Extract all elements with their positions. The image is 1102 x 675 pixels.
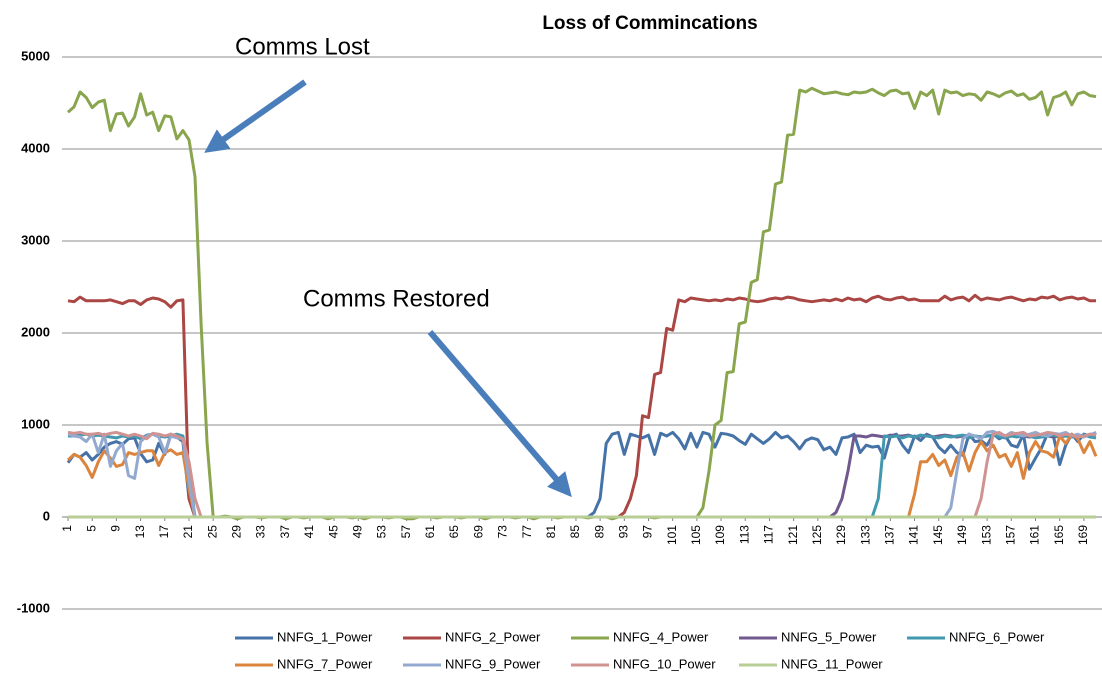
x-tick-label: 121 [786,525,800,545]
x-tick-label: 129 [834,525,848,545]
x-tick-label: 17 [157,525,171,539]
x-tick-label: 105 [689,525,703,545]
x-tick-label: 149 [955,525,969,545]
x-tick-label: 33 [254,525,268,539]
plot-area: -1000 0 1000 2000 3000 4000 5000 1 5 9 13 17 21 25 29 3… [17,48,1102,671]
x-tick-label: 9 [109,525,123,532]
x-tick-label: 65 [447,525,461,539]
chart-title: Loss of Commincations [542,13,757,34]
y-tick-label: 1000 [21,416,50,431]
x-tick-label: 101 [665,525,679,545]
y-tick-label: 2000 [21,324,50,339]
x-tick-label: 13 [133,525,147,539]
x-tick-label: 1 [60,525,74,532]
series-line [68,432,1097,519]
x-tick-label: 41 [302,525,316,539]
x-tick-label: 21 [181,525,195,539]
annotation-arrow [204,79,307,153]
x-tick-label: 57 [399,525,413,539]
y-tick-label: 0 [43,508,50,523]
legend-label: NNFG_9_Power [445,656,541,671]
x-tick-label: 49 [350,525,364,539]
legend-label: NNFG_6_Power [949,629,1045,644]
x-tick-label: 133 [858,525,872,545]
x-tick-label: 97 [641,525,655,539]
x-tick-label: 53 [375,525,389,539]
y-tick-label: 4000 [21,140,50,155]
series-line [68,433,1097,519]
y-tick-label: 5000 [21,48,50,63]
y-tick-label: 3000 [21,232,50,247]
legend-label: NNFG_2_Power [445,629,541,644]
x-tick-label: 25 [205,525,219,539]
legend-label: NNFG_5_Power [781,629,877,644]
x-tick-label: 117 [762,525,776,544]
series-line [66,430,1097,519]
x-tick-label: 113 [737,525,751,544]
legend-label: NNFG_4_Power [613,629,709,644]
y-tick-label: -1000 [17,600,50,615]
x-tick-label: 45 [326,525,340,539]
x-tick-label: 145 [931,525,945,545]
x-tick-label: 165 [1052,525,1066,545]
x-tick-label: 157 [1003,525,1017,545]
x-tick-label: 69 [471,525,485,539]
series-line [66,432,1098,519]
x-tick-label: 37 [278,525,292,539]
legend-label: NNFG_10_Power [613,656,716,671]
series-line [67,429,1097,519]
annotation: Comms Restored [303,285,490,312]
series-line [67,430,1097,519]
legend-label: NNFG_1_Power [277,629,373,644]
x-tick-label: 5 [84,525,98,532]
x-tick-label: 77 [520,525,534,539]
x-tick-label: 109 [713,525,727,545]
x-tick-label: 137 [883,525,897,545]
x-tick-label: 161 [1028,525,1042,545]
x-tick-label: 29 [230,525,244,539]
x-tick-label: 85 [568,525,582,539]
series-line [67,293,1096,519]
x-tick-label: 73 [496,525,510,539]
x-tick-label: 125 [810,525,824,545]
annotation-arrow [427,330,572,498]
legend-label: NNFG_7_Power [277,656,373,671]
x-tick-label: 93 [616,525,630,539]
x-tick-label: 89 [592,525,606,539]
x-tick-label: 81 [544,525,558,539]
annotation: Comms Lost [235,33,370,60]
x-tick-label: 169 [1076,525,1090,545]
series-line [66,86,1097,521]
x-tick-label: 153 [979,525,993,545]
x-tick-label: 61 [423,525,437,539]
x-tick-label: 141 [907,525,921,545]
legend-label: NNFG_11_Power [781,656,883,671]
